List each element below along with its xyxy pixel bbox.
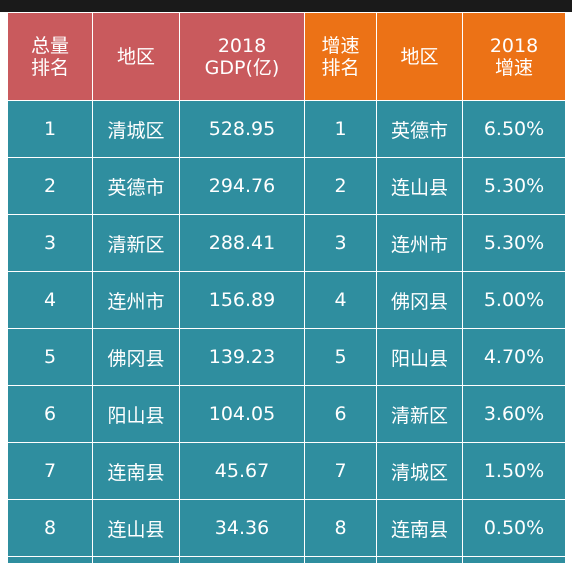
table-header: 总量 排名 地区 2018 GDP(亿) 增速 排名 地区 2018 增速 xyxy=(7,12,566,101)
cell-growth-rank: 2 xyxy=(304,157,377,215)
cell-gdp-region: 英德市 xyxy=(92,157,180,215)
header-growth-value: 2018 增速 xyxy=(462,12,566,101)
cell-gdp-region: 连山县 xyxy=(92,499,180,557)
cell-growth-region: 阳山县 xyxy=(376,328,463,386)
table-row: 6 阳山县 104.05 6 清新区 3.60% xyxy=(7,385,566,443)
table-row: 4 连州市 156.89 4 佛冈县 5.00% xyxy=(7,271,566,329)
cell-gdp-value: 104.05 xyxy=(179,385,305,443)
header-gdp-region: 地区 xyxy=(92,12,180,101)
header-growth-region: 地区 xyxy=(376,12,463,101)
cell-empty xyxy=(304,556,377,563)
cell-growth-value: 1.50% xyxy=(462,442,566,500)
cell-growth-region: 连南县 xyxy=(376,499,463,557)
header-row: 总量 排名 地区 2018 GDP(亿) 增速 排名 地区 2018 增速 xyxy=(7,12,566,101)
cell-growth-value: 5.30% xyxy=(462,214,566,272)
cell-growth-region: 清城区 xyxy=(376,442,463,500)
table-row: 7 连南县 45.67 7 清城区 1.50% xyxy=(7,442,566,500)
cell-growth-rank: 5 xyxy=(304,328,377,386)
cell-gdp-value: 34.36 xyxy=(179,499,305,557)
cell-gdp-region: 连州市 xyxy=(92,271,180,329)
cell-gdp-region: 阳山县 xyxy=(92,385,180,443)
cell-growth-value: 3.60% xyxy=(462,385,566,443)
cell-growth-region: 连山县 xyxy=(376,157,463,215)
cell-gdp-region: 清城区 xyxy=(92,100,180,158)
cell-gdp-rank: 2 xyxy=(7,157,93,215)
table-row: 5 佛冈县 139.23 5 阳山县 4.70% xyxy=(7,328,566,386)
cell-gdp-value: 156.89 xyxy=(179,271,305,329)
cell-gdp-rank: 7 xyxy=(7,442,93,500)
table-row: 1 清城区 528.95 1 英德市 6.50% xyxy=(7,100,566,158)
table-row-partial xyxy=(7,556,566,563)
cell-gdp-region: 佛冈县 xyxy=(92,328,180,386)
cell-growth-region: 英德市 xyxy=(376,100,463,158)
cell-empty xyxy=(179,556,305,563)
cell-gdp-value: 139.23 xyxy=(179,328,305,386)
cell-empty xyxy=(7,556,93,563)
table-row: 3 清新区 288.41 3 连州市 5.30% xyxy=(7,214,566,272)
cell-growth-rank: 1 xyxy=(304,100,377,158)
cell-growth-value: 0.50% xyxy=(462,499,566,557)
header-growth-rank: 增速 排名 xyxy=(304,12,377,101)
cell-gdp-region: 清新区 xyxy=(92,214,180,272)
cell-empty xyxy=(462,556,566,563)
header-gdp-value: 2018 GDP(亿) xyxy=(179,12,305,101)
cell-growth-value: 4.70% xyxy=(462,328,566,386)
cell-empty xyxy=(376,556,463,563)
cell-growth-rank: 3 xyxy=(304,214,377,272)
cell-growth-value: 5.00% xyxy=(462,271,566,329)
cell-gdp-value: 294.76 xyxy=(179,157,305,215)
cell-growth-region: 佛冈县 xyxy=(376,271,463,329)
cell-gdp-rank: 8 xyxy=(7,499,93,557)
cell-growth-rank: 6 xyxy=(304,385,377,443)
cell-growth-value: 6.50% xyxy=(462,100,566,158)
cell-gdp-region: 连南县 xyxy=(92,442,180,500)
cell-gdp-value: 288.41 xyxy=(179,214,305,272)
cell-gdp-rank: 6 xyxy=(7,385,93,443)
cell-gdp-rank: 5 xyxy=(7,328,93,386)
cell-growth-rank: 7 xyxy=(304,442,377,500)
table-row: 8 连山县 34.36 8 连南县 0.50% xyxy=(7,499,566,557)
cell-growth-value: 5.30% xyxy=(462,157,566,215)
cell-growth-rank: 4 xyxy=(304,271,377,329)
cell-gdp-rank: 4 xyxy=(7,271,93,329)
top-bar xyxy=(0,0,572,12)
cell-gdp-value: 45.67 xyxy=(179,442,305,500)
cell-gdp-value: 528.95 xyxy=(179,100,305,158)
cell-gdp-rank: 1 xyxy=(7,100,93,158)
header-gdp-rank: 总量 排名 xyxy=(7,12,93,101)
cell-gdp-rank: 3 xyxy=(7,214,93,272)
table-body: 1 清城区 528.95 1 英德市 6.50% 2 英德市 294.76 2 连山县 5.30% 3 清… xyxy=(7,100,566,563)
cell-growth-rank: 8 xyxy=(304,499,377,557)
cell-empty xyxy=(92,556,180,563)
table-row: 2 英德市 294.76 2 连山县 5.30% xyxy=(7,157,566,215)
cell-growth-region: 清新区 xyxy=(376,385,463,443)
cell-growth-region: 连州市 xyxy=(376,214,463,272)
